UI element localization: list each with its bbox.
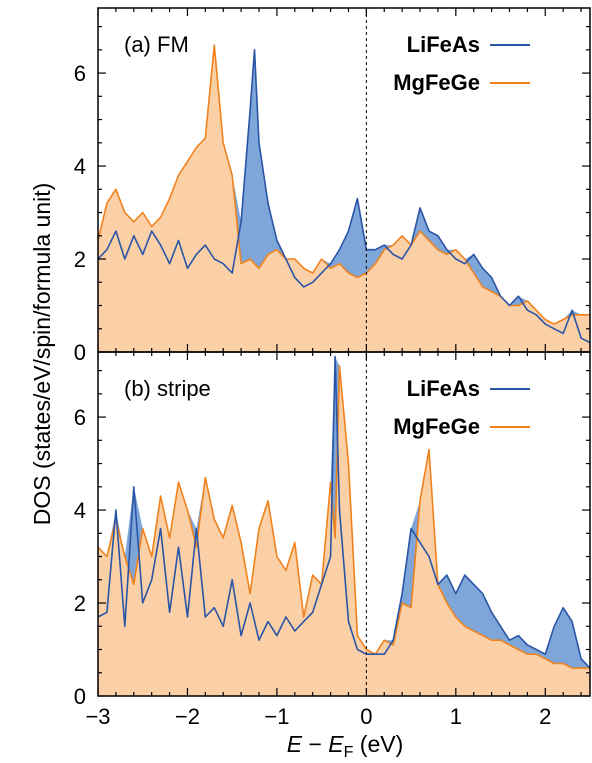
x-axis-label: E − EF (eV) — [287, 731, 404, 761]
x-tick-label: −1 — [264, 704, 289, 729]
x-axis-label-minus: − — [302, 731, 328, 757]
legend-label-mgfege-fm: MgFeGe — [393, 70, 480, 95]
x-axis-label-e: E — [287, 731, 303, 757]
x-tick-label: −3 — [85, 704, 110, 729]
x-axis-label-sub: F — [344, 744, 354, 761]
x-tick-label: 0 — [360, 704, 372, 729]
y-axis-label: DOS (states/eV/spin/formula unit) — [29, 183, 55, 526]
panel-stripe: 0 2 4 6 −3 −2 −1 0 1 2 (b) stripe LiFeAs MgFeGe — [74, 351, 591, 729]
y-tick-label-fm: 6 — [74, 61, 86, 86]
y-tick-label-fm: 0 — [74, 340, 86, 365]
legend-label-lifeas-fm: LiFeAs — [407, 32, 480, 57]
x-tick-label: −2 — [175, 704, 200, 729]
legend-label-mgfege-stripe: MgFeGe — [393, 414, 480, 439]
legend-label-lifeas-stripe: LiFeAs — [407, 376, 480, 401]
y-tick-label-fm: 2 — [74, 247, 86, 272]
lifeas-line-stripe — [97, 355, 591, 669]
x-tick-label: 2 — [539, 704, 551, 729]
x-axis-label-ef: E — [328, 731, 344, 757]
lifeas-line-fm — [97, 49, 591, 344]
mgfege-line-stripe — [97, 365, 590, 669]
y-tick-label-stripe: 0 — [74, 684, 86, 709]
x-tick-label: 1 — [450, 704, 462, 729]
panel-fm: 0 2 4 6 (a) FM LiFeAs MgFeGe — [74, 7, 591, 365]
panel-label-fm: (a) FM — [124, 32, 189, 57]
y-tick-label-stripe: 4 — [74, 498, 86, 523]
x-axis-label-unit: (eV) — [353, 731, 403, 757]
plot-frame-stripe — [97, 351, 591, 697]
y-tick-label-stripe: 2 — [74, 591, 86, 616]
y-tick-label-stripe: 6 — [74, 405, 86, 430]
mgfege-fill-stripe — [98, 365, 590, 696]
y-tick-label-fm: 4 — [74, 154, 86, 179]
panel-label-stripe: (b) stripe — [124, 376, 211, 401]
